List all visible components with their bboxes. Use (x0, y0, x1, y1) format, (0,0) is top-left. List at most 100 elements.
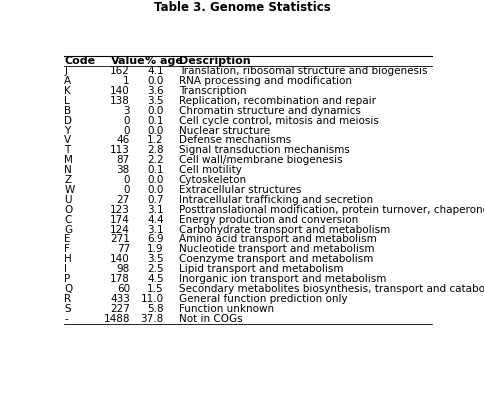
Text: C: C (64, 215, 72, 225)
Text: 162: 162 (110, 66, 130, 76)
Text: D: D (64, 116, 72, 126)
Text: P: P (64, 274, 71, 284)
Text: N: N (64, 165, 72, 175)
Text: 1.5: 1.5 (147, 284, 164, 294)
Text: 3.6: 3.6 (147, 86, 164, 96)
Text: Posttranslational modification, protein turnover, chaperones: Posttranslational modification, protein … (179, 205, 484, 215)
Text: Cytoskeleton: Cytoskeleton (179, 175, 247, 185)
Text: 0: 0 (123, 175, 130, 185)
Text: U: U (64, 195, 72, 205)
Text: 0.0: 0.0 (147, 106, 164, 116)
Text: Cell wall/membrane biogenesis: Cell wall/membrane biogenesis (179, 155, 342, 165)
Text: 0.7: 0.7 (147, 195, 164, 205)
Text: 87: 87 (117, 155, 130, 165)
Text: R: R (64, 294, 71, 304)
Text: 4.4: 4.4 (147, 215, 164, 225)
Text: 0.0: 0.0 (147, 185, 164, 195)
Text: V: V (64, 136, 71, 145)
Text: 0: 0 (123, 185, 130, 195)
Text: Chromatin structure and dynamics: Chromatin structure and dynamics (179, 106, 361, 116)
Text: 113: 113 (110, 145, 130, 155)
Text: 98: 98 (117, 264, 130, 274)
Text: General function prediction only: General function prediction only (179, 294, 348, 304)
Text: Y: Y (64, 125, 71, 136)
Text: 5.8: 5.8 (147, 304, 164, 314)
Text: 11.0: 11.0 (140, 294, 164, 304)
Text: 178: 178 (110, 274, 130, 284)
Text: 4.1: 4.1 (147, 66, 164, 76)
Text: Cell motility: Cell motility (179, 165, 242, 175)
Text: Nucleotide transport and metabolism: Nucleotide transport and metabolism (179, 244, 374, 254)
Text: Code: Code (64, 56, 95, 66)
Text: Amino acid transport and metabolism: Amino acid transport and metabolism (179, 235, 377, 244)
Text: Lipid transport and metabolism: Lipid transport and metabolism (179, 264, 343, 274)
Text: F: F (64, 244, 70, 254)
Text: 6.9: 6.9 (147, 235, 164, 244)
Text: 37.8: 37.8 (140, 314, 164, 324)
Text: 3.1: 3.1 (147, 205, 164, 215)
Text: 27: 27 (117, 195, 130, 205)
Text: T: T (64, 145, 71, 155)
Text: Table 3. Genome Statistics: Table 3. Genome Statistics (153, 1, 331, 14)
Text: Coenzyme transport and metabolism: Coenzyme transport and metabolism (179, 254, 373, 264)
Text: L: L (64, 96, 70, 106)
Text: 77: 77 (117, 244, 130, 254)
Text: 0.1: 0.1 (147, 165, 164, 175)
Text: G: G (64, 224, 73, 235)
Text: 2.5: 2.5 (147, 264, 164, 274)
Text: 3.5: 3.5 (147, 96, 164, 106)
Text: W: W (64, 185, 75, 195)
Text: Carbohydrate transport and metabolism: Carbohydrate transport and metabolism (179, 224, 390, 235)
Text: Cell cycle control, mitosis and meiosis: Cell cycle control, mitosis and meiosis (179, 116, 378, 126)
Text: 38: 38 (117, 165, 130, 175)
Text: 3.1: 3.1 (147, 224, 164, 235)
Text: 138: 138 (110, 96, 130, 106)
Text: Defense mechanisms: Defense mechanisms (179, 136, 291, 145)
Text: 1.2: 1.2 (147, 136, 164, 145)
Text: 46: 46 (117, 136, 130, 145)
Text: Inorganic ion transport and metabolism: Inorganic ion transport and metabolism (179, 274, 386, 284)
Text: 433: 433 (110, 294, 130, 304)
Text: S: S (64, 304, 71, 314)
Text: Function unknown: Function unknown (179, 304, 274, 314)
Text: 60: 60 (117, 284, 130, 294)
Text: 4.5: 4.5 (147, 274, 164, 284)
Text: -: - (64, 314, 68, 324)
Text: 2.8: 2.8 (147, 145, 164, 155)
Text: Replication, recombination and repair: Replication, recombination and repair (179, 96, 376, 106)
Text: RNA processing and modification: RNA processing and modification (179, 76, 352, 86)
Text: 3: 3 (123, 106, 130, 116)
Text: 140: 140 (110, 86, 130, 96)
Text: Q: Q (64, 284, 73, 294)
Text: 0.0: 0.0 (147, 175, 164, 185)
Text: 174: 174 (110, 215, 130, 225)
Text: Value: Value (111, 56, 146, 66)
Text: 140: 140 (110, 254, 130, 264)
Text: Secondary metabolites biosynthesis, transport and catabolism: Secondary metabolites biosynthesis, tran… (179, 284, 484, 294)
Text: B: B (64, 106, 71, 116)
Text: Signal transduction mechanisms: Signal transduction mechanisms (179, 145, 349, 155)
Text: M: M (64, 155, 73, 165)
Text: 0.0: 0.0 (147, 76, 164, 86)
Text: Description: Description (179, 56, 250, 66)
Text: J: J (64, 66, 67, 76)
Text: 123: 123 (110, 205, 130, 215)
Text: Not in COGs: Not in COGs (179, 314, 242, 324)
Text: 271: 271 (110, 235, 130, 244)
Text: Nuclear structure: Nuclear structure (179, 125, 270, 136)
Text: 124: 124 (110, 224, 130, 235)
Text: Transcription: Transcription (179, 86, 246, 96)
Text: 3.5: 3.5 (147, 254, 164, 264)
Text: Intracellular trafficking and secretion: Intracellular trafficking and secretion (179, 195, 373, 205)
Text: % age: % age (145, 56, 183, 66)
Text: Extracellular structures: Extracellular structures (179, 185, 301, 195)
Text: O: O (64, 205, 73, 215)
Text: Translation, ribosomal structure and biogenesis: Translation, ribosomal structure and bio… (179, 66, 427, 76)
Text: K: K (64, 86, 71, 96)
Text: 1: 1 (123, 76, 130, 86)
Text: A: A (64, 76, 71, 86)
Text: 227: 227 (110, 304, 130, 314)
Text: 1488: 1488 (104, 314, 130, 324)
Text: 2.2: 2.2 (147, 155, 164, 165)
Text: 0: 0 (123, 125, 130, 136)
